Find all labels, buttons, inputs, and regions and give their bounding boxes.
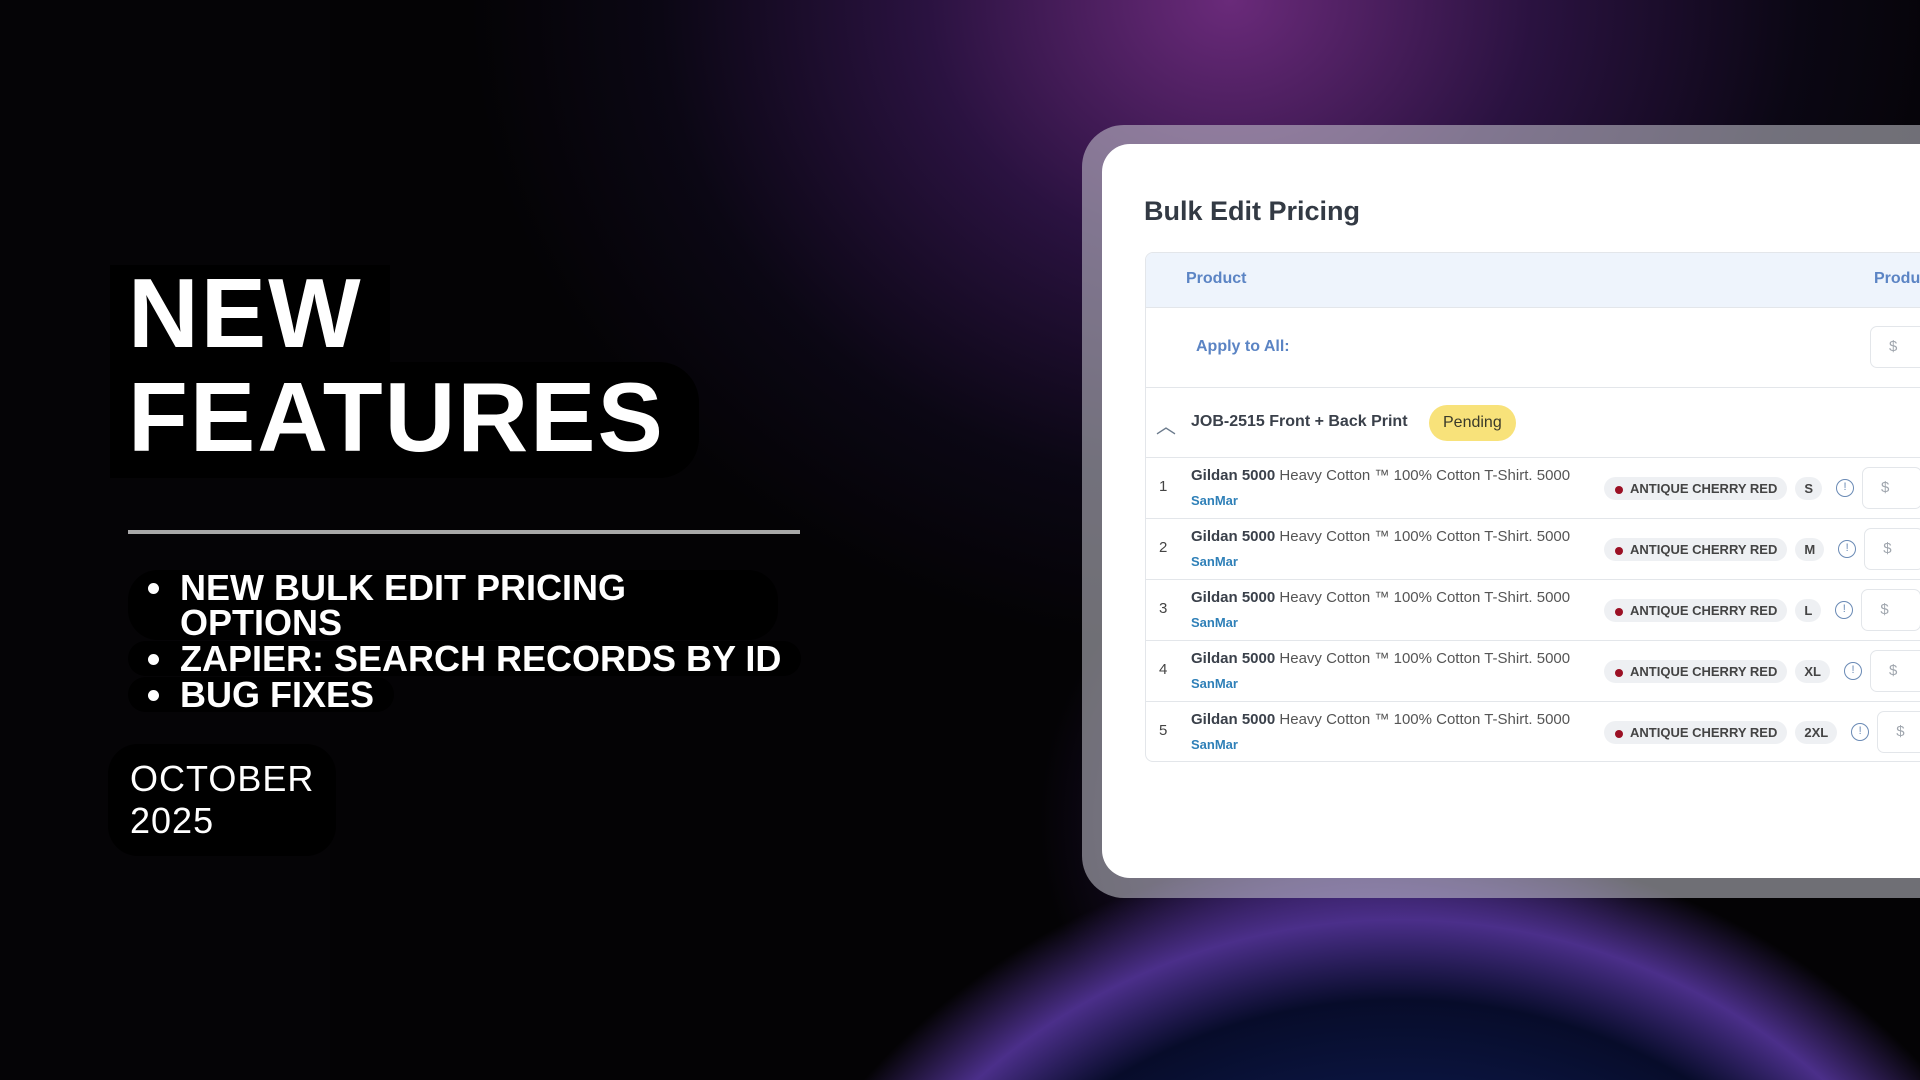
headline-line-1: NEW (110, 264, 390, 362)
row-attributes: ANTIQUE CHERRY RED S ! $ (1604, 467, 1920, 509)
price-input[interactable]: $ (1862, 467, 1920, 509)
row-index: 3 (1159, 600, 1168, 617)
color-chip: ANTIQUE CHERRY RED (1604, 720, 1788, 744)
product-description: Heavy Cotton ™ 100% Cotton T-Shirt. 5000 (1279, 589, 1571, 606)
apply-to-all-label: Apply to All: (1196, 338, 1290, 355)
color-chip: ANTIQUE CHERRY RED (1604, 537, 1788, 561)
info-icon[interactable]: ! (1838, 540, 1857, 558)
status-badge: Pending (1429, 405, 1516, 441)
size-chip: M (1795, 537, 1825, 561)
price-input[interactable]: $ (1861, 589, 1920, 631)
row-attributes: ANTIQUE CHERRY RED L ! $ (1604, 589, 1920, 631)
feature-bullet: BUG FIXES (128, 677, 395, 713)
divider (128, 530, 800, 534)
table-row: 3 Gildan 5000 Heavy Cotton ™ 100% Cotton… (1146, 580, 1920, 641)
vendor-link[interactable]: SanMar (1191, 554, 1238, 569)
job-name: JOB-2515 Front + Back Print (1191, 413, 1408, 430)
product-description: Heavy Cotton ™ 100% Cotton T-Shirt. 5000 (1279, 711, 1571, 728)
table-row: 2 Gildan 5000 Heavy Cotton ™ 100% Cotton… (1146, 519, 1920, 580)
product-description: Heavy Cotton ™ 100% Cotton T-Shirt. 5000 (1279, 650, 1571, 667)
row-index: 4 (1159, 661, 1168, 678)
info-icon[interactable]: ! (1835, 601, 1854, 619)
color-chip: ANTIQUE CHERRY RED (1604, 476, 1788, 500)
product-name: Gildan 5000 Heavy Cotton ™ 100% Cotton T… (1191, 650, 1570, 667)
price-input[interactable]: $ (1864, 528, 1920, 570)
product-brand: Gildan 5000 (1191, 467, 1276, 484)
product-name: Gildan 5000 Heavy Cotton ™ 100% Cotton T… (1191, 467, 1570, 484)
row-index: 1 (1159, 478, 1168, 495)
info-icon[interactable]: ! (1851, 723, 1870, 741)
product-name: Gildan 5000 Heavy Cotton ™ 100% Cotton T… (1191, 589, 1570, 606)
apply-to-all-price-input[interactable]: $ (1870, 326, 1920, 368)
size-chip: XL (1795, 659, 1830, 683)
chevron-up-icon[interactable]: ︿ (1156, 416, 1176, 438)
panel-title: Bulk Edit Pricing (1144, 196, 1361, 226)
product-brand: Gildan 5000 (1191, 711, 1276, 728)
headline-line-2: FEATURES (110, 362, 699, 478)
product-brand: Gildan 5000 (1191, 650, 1276, 667)
apply-to-all-row: Apply to All: $ (1146, 308, 1920, 388)
pricing-table: Product Produc Apply to All: $ ︿ JOB-251… (1145, 252, 1920, 762)
size-chip: S (1795, 476, 1823, 500)
product-name: Gildan 5000 Heavy Cotton ™ 100% Cotton T… (1191, 528, 1570, 545)
info-icon[interactable]: ! (1836, 479, 1855, 497)
product-name: Gildan 5000 Heavy Cotton ™ 100% Cotton T… (1191, 711, 1570, 728)
vendor-link[interactable]: SanMar (1191, 676, 1238, 691)
row-index: 5 (1159, 722, 1168, 739)
table-row: 5 Gildan 5000 Heavy Cotton ™ 100% Cotton… (1146, 702, 1920, 761)
color-chip: ANTIQUE CHERRY RED (1604, 659, 1788, 683)
product-description: Heavy Cotton ™ 100% Cotton T-Shirt. 5000 (1279, 528, 1571, 545)
feature-bullet: NEW BULK EDIT PRICING OPTIONS (128, 570, 778, 641)
table-row: 4 Gildan 5000 Heavy Cotton ™ 100% Cotton… (1146, 641, 1920, 702)
row-attributes: ANTIQUE CHERRY RED 2XL ! $ (1604, 711, 1920, 753)
product-description: Heavy Cotton ™ 100% Cotton T-Shirt. 5000 (1279, 467, 1571, 484)
vendor-link[interactable]: SanMar (1191, 493, 1238, 508)
product-brand: Gildan 5000 (1191, 528, 1276, 545)
vendor-link[interactable]: SanMar (1191, 615, 1238, 630)
row-index: 2 (1159, 539, 1168, 556)
row-attributes: ANTIQUE CHERRY RED XL ! $ (1604, 650, 1920, 692)
column-header-product-price: Produc (1874, 270, 1920, 287)
color-chip: ANTIQUE CHERRY RED (1604, 598, 1788, 622)
product-brand: Gildan 5000 (1191, 589, 1276, 606)
job-group-row[interactable]: ︿ JOB-2515 Front + Back Print Pending (1146, 388, 1920, 458)
release-date: OCTOBER 2025 (108, 744, 337, 856)
size-chip: L (1795, 598, 1822, 622)
row-attributes: ANTIQUE CHERRY RED M ! $ (1604, 528, 1920, 570)
table-row: 1 Gildan 5000 Heavy Cotton ™ 100% Cotton… (1146, 458, 1920, 519)
feature-bullet: ZAPIER: SEARCH RECORDS BY ID (128, 641, 802, 677)
vendor-link[interactable]: SanMar (1191, 737, 1238, 752)
column-header-product: Product (1186, 270, 1247, 287)
price-input[interactable]: $ (1869, 650, 1920, 692)
info-icon[interactable]: ! (1843, 662, 1862, 680)
size-chip: 2XL (1795, 720, 1838, 744)
price-input[interactable]: $ (1877, 711, 1920, 753)
bulk-edit-pricing-panel: Bulk Edit Pricing Product Produc Apply t… (1102, 144, 1920, 878)
table-header: Product Produc (1146, 253, 1920, 308)
